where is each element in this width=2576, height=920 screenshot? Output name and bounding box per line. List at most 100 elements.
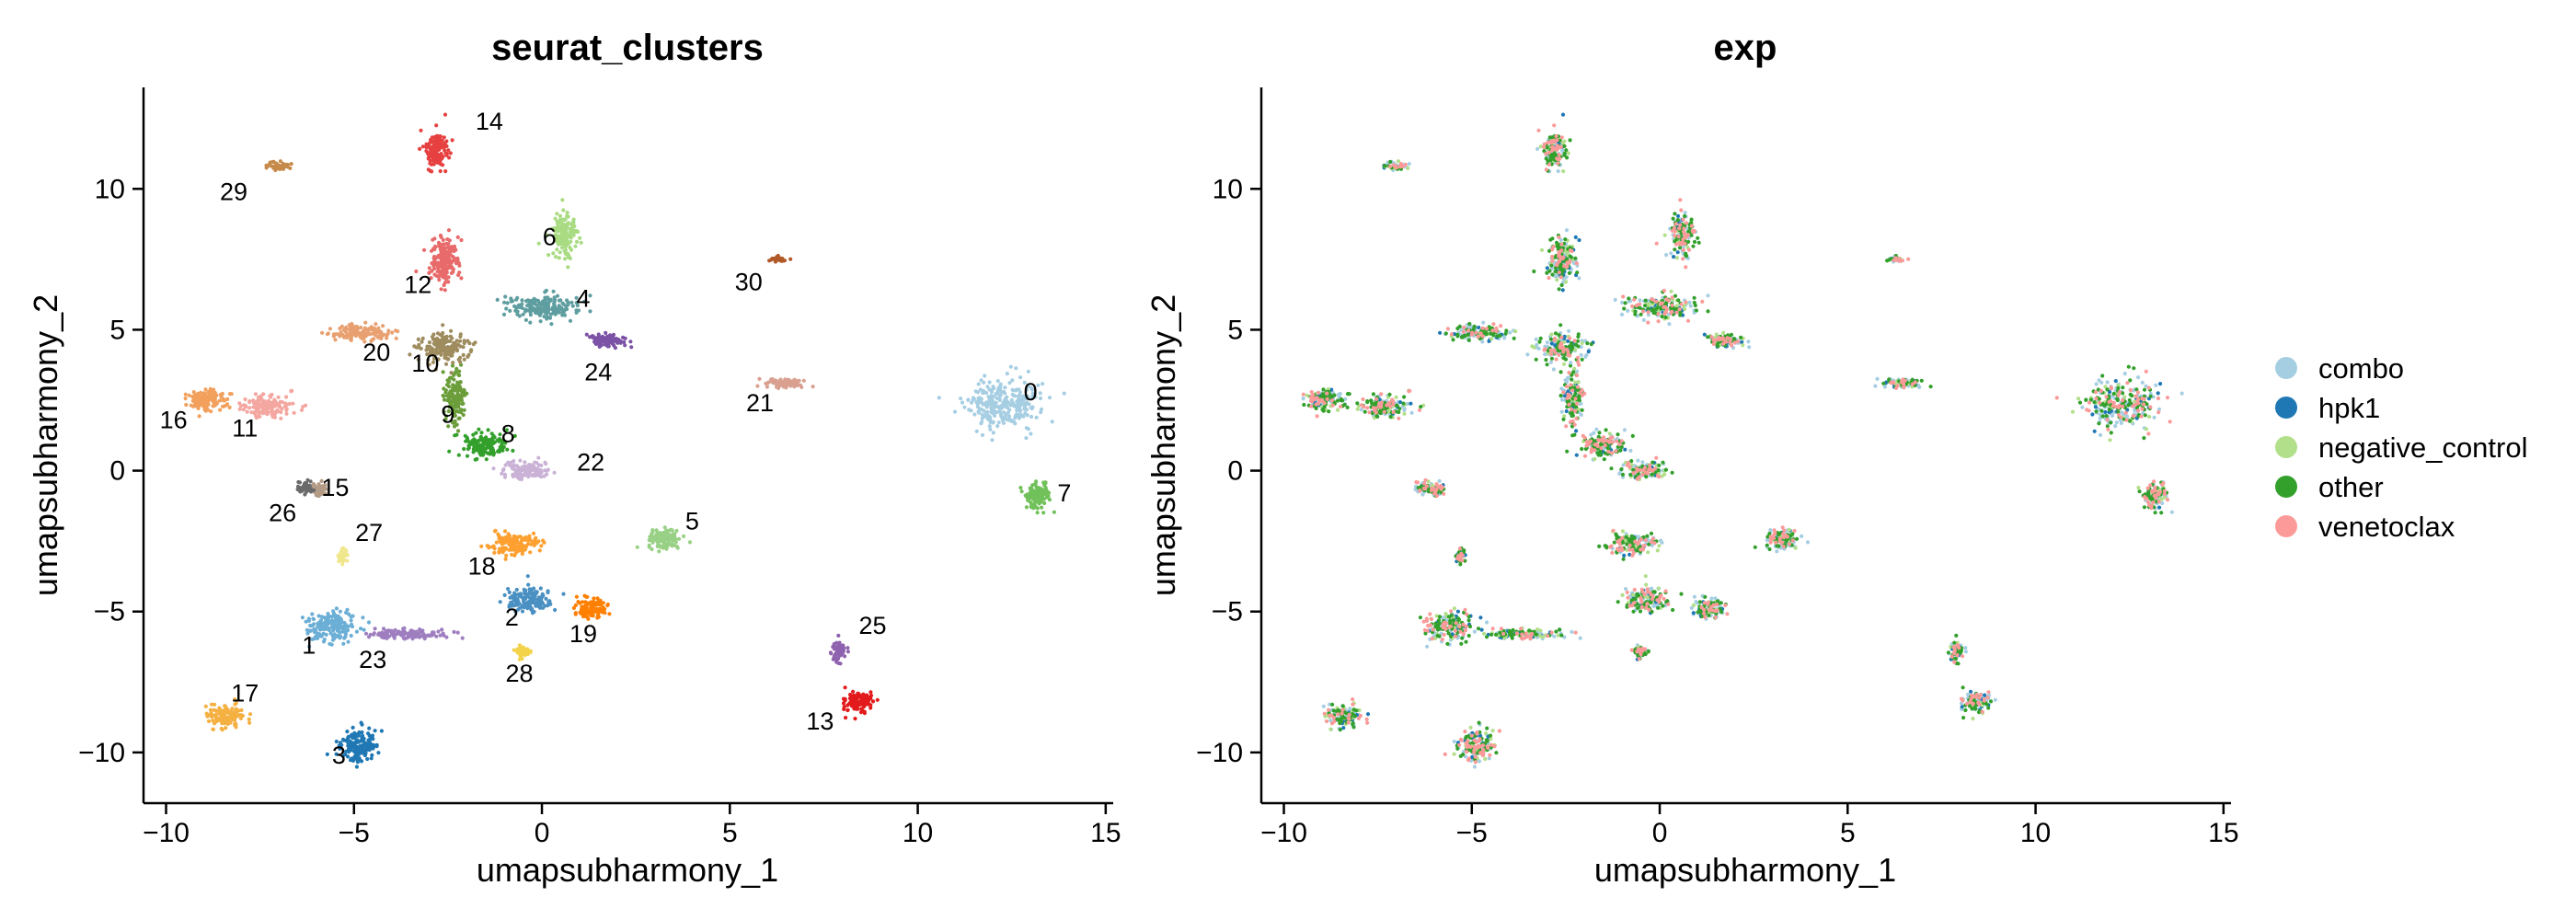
x-tick-label-left: −5 xyxy=(339,818,370,848)
cluster-label-0: 0 xyxy=(1024,378,1038,406)
cluster-5-points xyxy=(635,525,693,554)
cluster-9-points xyxy=(441,362,469,433)
cluster-label-30: 30 xyxy=(735,268,763,295)
cluster-23-points xyxy=(363,626,465,641)
y-tick-label-left: 0 xyxy=(109,456,125,487)
cluster-label-11: 11 xyxy=(232,415,258,443)
cluster-6-points xyxy=(536,198,583,270)
legend-key-negative_control xyxy=(2275,436,2297,458)
x-tick-label-left: 15 xyxy=(1090,818,1121,848)
cluster-label-21: 21 xyxy=(746,389,774,417)
x-tick-label-right: 5 xyxy=(1840,818,1856,848)
exp-venetoclax-points xyxy=(1709,335,1741,348)
cluster-13-points xyxy=(841,685,880,721)
y-axis-label-left: umapsubharmony_2 xyxy=(27,294,64,596)
cluster-11-points xyxy=(237,388,308,420)
cluster-label-13: 13 xyxy=(806,707,834,735)
cluster-label-22: 22 xyxy=(577,448,604,476)
x-tick-label-right: 0 xyxy=(1652,818,1668,848)
legend-key-venetoclax xyxy=(2275,515,2297,537)
y-tick-label-left: −10 xyxy=(78,738,125,768)
cluster-16-points xyxy=(183,386,234,419)
cluster-7-points xyxy=(1018,479,1057,515)
exp-venetoclax-points xyxy=(1388,161,1408,170)
exp-venetoclax-points xyxy=(1547,235,1580,281)
cluster-label-24: 24 xyxy=(584,358,612,385)
x-tick-label-right: 15 xyxy=(2208,818,2238,848)
exp-venetoclax-points xyxy=(1892,256,1911,263)
y-tick-label-left: −5 xyxy=(94,597,125,627)
legend-label-negative_control: negative_control xyxy=(2318,431,2528,464)
cluster-label-26: 26 xyxy=(269,500,296,527)
cluster-8-points xyxy=(447,427,517,462)
exp-panel: exp −10 −5 0 5 10 15 −10 −5 0 5 10 umapsubharmony_… xyxy=(1144,28,2239,889)
exp-other-points xyxy=(1597,531,1659,561)
cluster-14-points xyxy=(418,112,454,174)
legend-key-combo xyxy=(2275,357,2297,379)
exp-venetoclax-points xyxy=(1608,528,1657,558)
x-tick-label-left: 10 xyxy=(903,818,933,848)
exp-venetoclax-points xyxy=(1959,690,1991,714)
cluster-label-14: 14 xyxy=(476,108,503,135)
chart-title-right: exp xyxy=(1714,28,1777,68)
cluster-labels: 0123456789101112131415161718192021222324… xyxy=(160,108,1072,769)
cluster-1-points xyxy=(300,606,372,649)
cluster-0-points xyxy=(937,364,1066,443)
cluster-label-7: 7 xyxy=(1057,479,1071,507)
cluster-27-points xyxy=(336,546,350,567)
cluster-26-points xyxy=(295,477,316,497)
legend-label-combo: combo xyxy=(2318,352,2404,385)
exp-venetoclax-points xyxy=(1654,198,1696,270)
y-tick-label-left: 10 xyxy=(95,174,125,204)
cluster-25-points xyxy=(828,633,851,666)
cluster-17-points xyxy=(203,697,253,732)
exp-venetoclax-points xyxy=(1421,607,1469,642)
exp-venetoclax-points xyxy=(2143,479,2170,511)
axis-ticks-right: −10 −5 0 5 10 15 −10 −5 0 5 10 xyxy=(1196,174,2238,848)
legend-label-other: other xyxy=(2318,471,2384,503)
x-tick-label-right: −5 xyxy=(1456,818,1488,848)
x-tick-label-right: −10 xyxy=(1260,818,1307,848)
cluster-29-points xyxy=(264,159,293,173)
cluster-label-2: 2 xyxy=(505,604,519,631)
points-right xyxy=(1301,112,2184,769)
x-tick-label-left: 5 xyxy=(722,818,738,848)
y-tick-label-right: −5 xyxy=(1212,597,1243,627)
legend-key-other xyxy=(2275,476,2297,498)
cluster-label-18: 18 xyxy=(468,553,496,581)
cluster-10-points xyxy=(408,323,477,375)
cluster-label-6: 6 xyxy=(543,223,557,250)
legend-label-venetoclax: venetoclax xyxy=(2318,511,2455,543)
exp-venetoclax-points xyxy=(1625,455,1662,481)
exp-venetoclax-points xyxy=(1443,729,1502,765)
cluster-28-points xyxy=(512,643,534,661)
exp-venetoclax-points xyxy=(1768,525,1797,549)
y-tick-label-right: −10 xyxy=(1196,738,1243,768)
cluster-19-points xyxy=(571,593,612,621)
cluster-21-points xyxy=(755,376,815,390)
points-left xyxy=(183,112,1066,769)
cluster-label-17: 17 xyxy=(231,680,259,707)
cluster-label-20: 20 xyxy=(362,339,390,366)
exp-venetoclax-points xyxy=(1322,697,1370,726)
exp-venetoclax-points xyxy=(1536,123,1564,172)
legend-key-hpk1 xyxy=(2275,397,2297,419)
y-tick-label-left: 5 xyxy=(109,315,125,345)
cluster-label-12: 12 xyxy=(404,270,431,298)
exp-venetoclax-points xyxy=(1455,546,1466,563)
exp-venetoclax-points xyxy=(2054,369,2172,436)
exp-venetoclax-points xyxy=(1621,288,1705,325)
y-axis-label-right: umapsubharmony_2 xyxy=(1144,294,1182,596)
exp-venetoclax-points xyxy=(1629,647,1648,661)
cluster-label-4: 4 xyxy=(576,285,590,313)
exp-venetoclax-points xyxy=(1301,390,1343,419)
legend-label-hpk1: hpk1 xyxy=(2318,392,2380,424)
cluster-3-points xyxy=(325,720,385,769)
chart-title-left: seurat_clusters xyxy=(491,28,764,68)
cluster-24-points xyxy=(584,330,634,351)
cluster-label-9: 9 xyxy=(441,400,454,428)
y-tick-label-right: 0 xyxy=(1227,456,1243,487)
cluster-label-23: 23 xyxy=(359,646,386,673)
exp-venetoclax-points xyxy=(1625,587,1671,612)
